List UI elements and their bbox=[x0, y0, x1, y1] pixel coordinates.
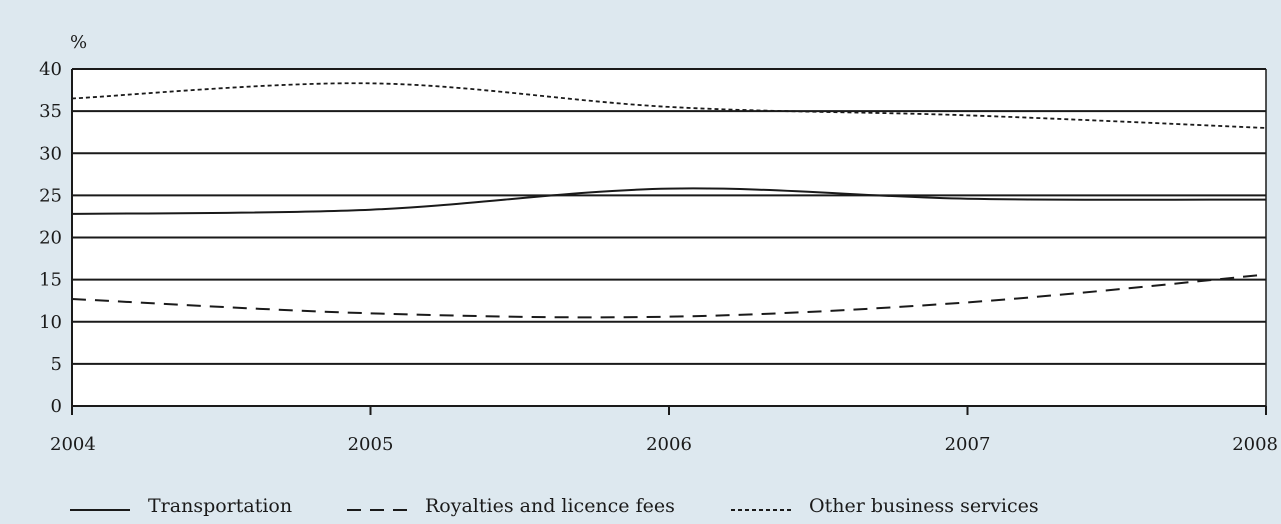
x-tick-label: 2004 bbox=[50, 434, 96, 455]
x-tick-label: 2008 bbox=[1232, 434, 1278, 455]
series-line-1 bbox=[71, 273, 1267, 319]
x-tick-label: 2006 bbox=[646, 434, 692, 455]
y-axis-unit-label: % bbox=[70, 32, 87, 53]
legend-label-1: Royalties and licence fees bbox=[425, 495, 675, 517]
gridlines bbox=[72, 68, 1266, 407]
y-tick-label: 15 bbox=[39, 270, 62, 291]
y-tick-label: 35 bbox=[39, 101, 62, 122]
y-tick-label: 0 bbox=[51, 396, 62, 417]
x-tick-label: 2007 bbox=[945, 434, 991, 455]
legend-label-0: Transportation bbox=[148, 495, 292, 517]
tick-labels: % 0 5 10 15 20 25 30 35 40 2004 2005 2006 2007 2008 bbox=[39, 32, 1278, 455]
legend: Transportation Royalties and licence fees… bbox=[70, 495, 1039, 517]
series-lines bbox=[71, 82, 1267, 319]
axes bbox=[71, 69, 1267, 415]
y-tick-label: 25 bbox=[39, 185, 62, 206]
y-tick-label: 20 bbox=[39, 228, 62, 249]
y-tick-label: 30 bbox=[39, 143, 62, 164]
legend-label-2: Other business services bbox=[809, 495, 1039, 517]
y-tick-label: 5 bbox=[51, 354, 62, 375]
y-tick-label: 40 bbox=[39, 59, 62, 80]
x-tick-label: 2005 bbox=[348, 434, 394, 455]
y-tick-label: 10 bbox=[39, 312, 62, 333]
